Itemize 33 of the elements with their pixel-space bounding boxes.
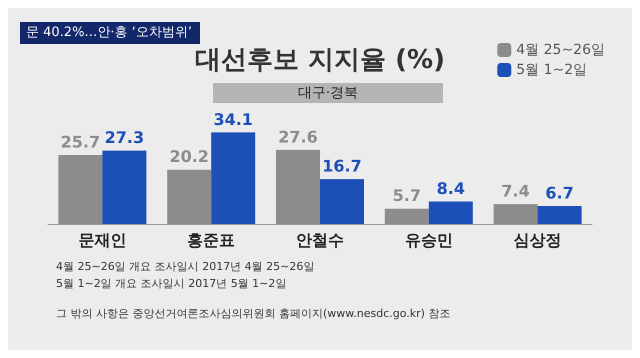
bar [384, 208, 429, 224]
bar [102, 150, 146, 224]
data-label: 7.4 [501, 182, 530, 201]
text: 5월 1~2일 개요 조사일시 2017년 5월 1~2일 [56, 277, 286, 290]
x-tick-label: 유승민 [404, 230, 453, 250]
text: 4월 25~26일 개요 조사일시 2017년 4월 25~26일 [56, 260, 314, 273]
bar [211, 132, 256, 224]
legend-label: 5월 1~2일 [516, 62, 588, 78]
text: 문 40.2%…안·홍 ‘오차범위’ [26, 25, 192, 40]
bar [428, 201, 473, 224]
data-label: 8.4 [436, 178, 465, 198]
bar [167, 170, 212, 224]
x-tick-label: 심상정 [514, 230, 562, 250]
data-label: 27.3 [104, 128, 144, 148]
data-label: 34.1 [213, 110, 253, 129]
x-tick-label: 문재인 [78, 230, 126, 250]
chart-subtitle: 대구·경북 [298, 85, 358, 101]
bar [276, 150, 320, 224]
x-tick-label: 안철수 [296, 230, 344, 250]
data-label: 27.6 [278, 127, 318, 146]
x-tick-label: 홍준표 [187, 230, 236, 250]
text: 그 밖의 사항은 중앙선거여론조사심의위원회 홈페이지(www.nesdc.go.kr) 참조 [56, 307, 450, 320]
chart-title: 대선후보 지지율 (%) [195, 45, 445, 75]
data-label: 16.7 [322, 156, 362, 176]
bar [320, 179, 364, 224]
bar [494, 204, 538, 224]
data-label: 5.7 [392, 186, 421, 206]
data-label: 20.2 [169, 147, 209, 166]
legend-label: 4월 25~26일 [516, 42, 605, 58]
bar [538, 206, 582, 224]
data-label: 6.7 [545, 184, 574, 203]
data-label: 25.7 [60, 132, 100, 152]
bar [58, 154, 102, 224]
